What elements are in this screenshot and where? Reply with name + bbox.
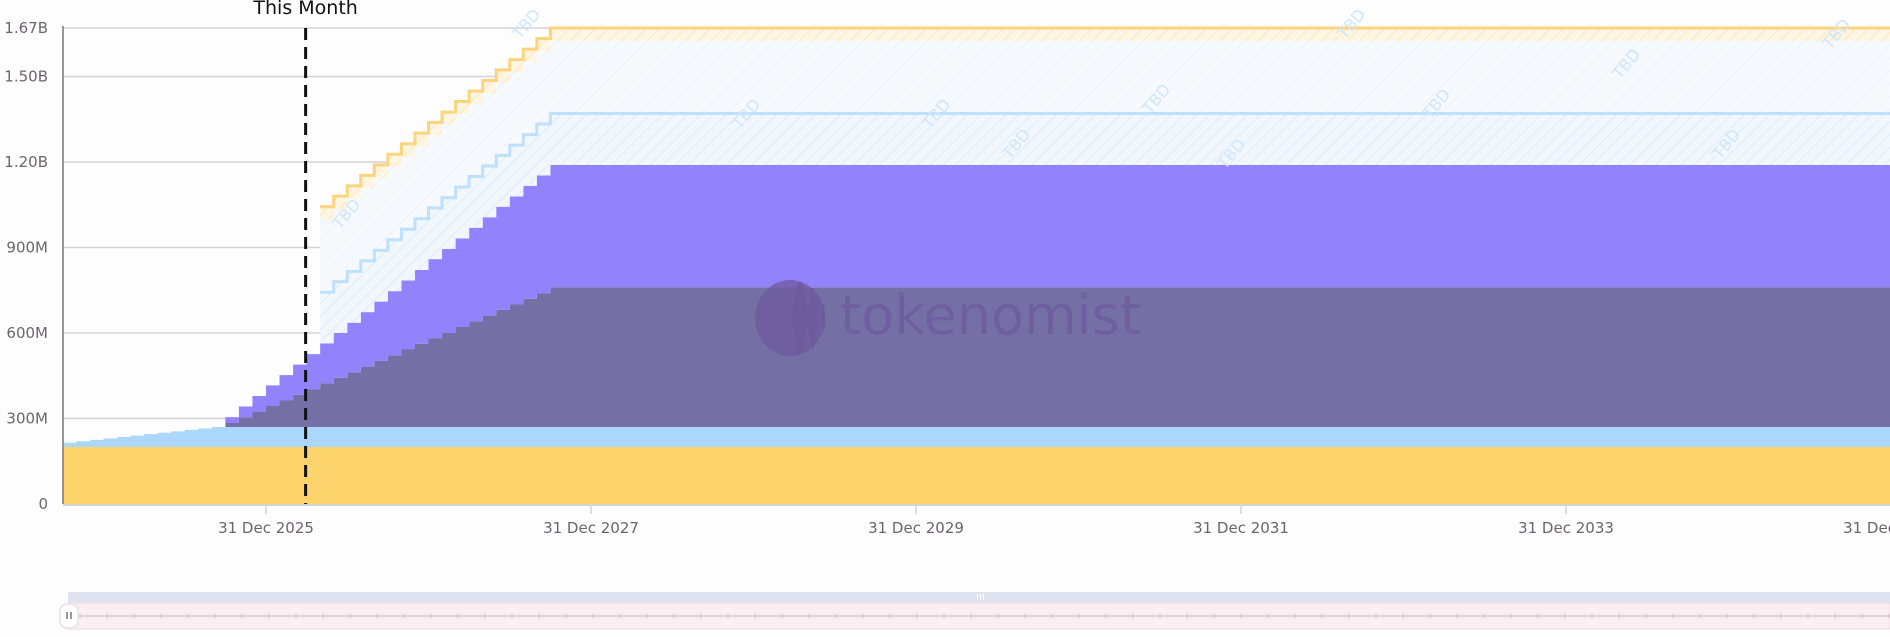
series-line-6 <box>320 26 1890 209</box>
y-tick-label: 900M <box>6 238 48 256</box>
series-area-1 <box>63 427 1890 447</box>
y-tick-label: 1.20B <box>4 153 48 171</box>
watermark-logo-icon <box>793 282 807 354</box>
y-tick-label: 1.67B <box>4 19 48 37</box>
this-month-label: This Month <box>252 0 357 19</box>
navigator-scrollbar[interactable] <box>68 592 1890 603</box>
series-area-0 <box>63 446 1890 504</box>
x-tick-label: 31 Dec 2029 <box>868 519 964 537</box>
tokenomist-watermark: tokenomist <box>755 280 1141 356</box>
range-navigator[interactable] <box>59 592 1890 630</box>
watermark-text: tokenomist <box>840 284 1141 347</box>
watermark-logo-icon <box>821 304 825 332</box>
navigator-left-handle[interactable] <box>59 603 79 629</box>
grip-lines-icon[interactable] <box>977 594 984 600</box>
this-month-marker: This Month <box>252 0 358 504</box>
y-tick-label: 0 <box>38 495 48 513</box>
axes: 0 300M 600M 900M 1.20B 1.50B 1.67B 31 Dec 2025 3… <box>4 19 1890 537</box>
x-tick-label: 31 Dec 2033 <box>1518 519 1614 537</box>
x-tick-label: 31 Dec 2025 <box>218 519 314 537</box>
series-area-2 <box>225 287 1890 428</box>
y-tick-label: 1.50B <box>4 67 48 85</box>
y-tick-label: 300M <box>6 409 48 427</box>
watermark-logo-icon <box>809 288 817 348</box>
y-tick-label: 600M <box>6 324 48 342</box>
series-area-5 <box>320 40 1890 293</box>
x-tick-label: 31 Dec 2035 <box>1843 519 1890 537</box>
stacked-areas <box>63 26 1890 504</box>
watermark-logo-icon <box>755 280 825 356</box>
series-line-4 <box>320 112 1890 294</box>
x-tick-label: 31 Dec 2027 <box>543 519 639 537</box>
series-area-4 <box>320 113 1890 344</box>
x-tick-label: 31 Dec 2031 <box>1193 519 1289 537</box>
series-area-3 <box>225 164 1890 424</box>
